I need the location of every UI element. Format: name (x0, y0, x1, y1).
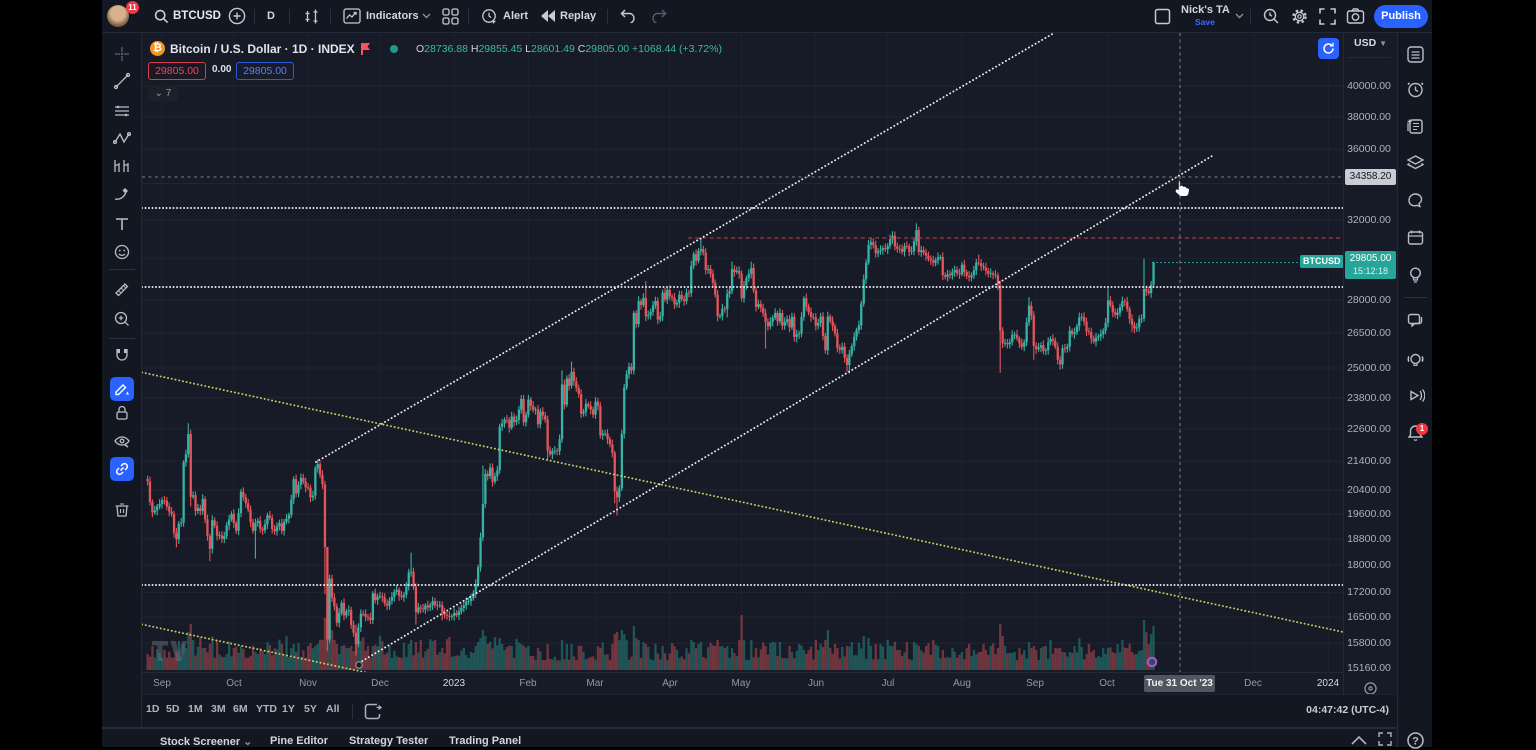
svg-text:?: ? (1412, 736, 1419, 748)
